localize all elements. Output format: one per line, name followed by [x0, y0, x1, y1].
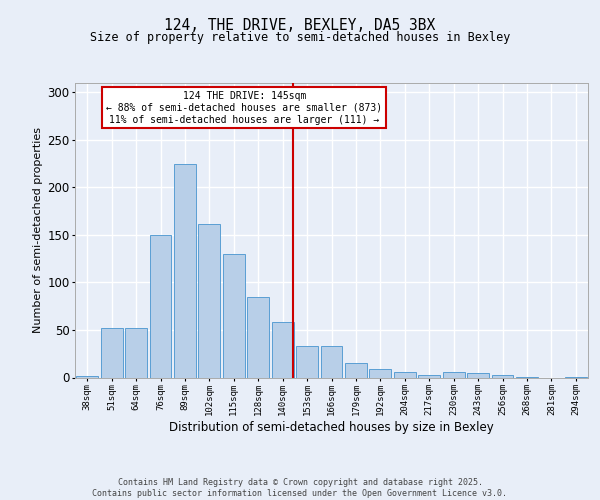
Bar	[418, 374, 440, 378]
Bar	[565, 376, 587, 378]
Bar	[272, 322, 293, 378]
Bar	[296, 346, 318, 378]
Bar	[149, 235, 172, 378]
Bar	[320, 346, 343, 378]
Bar	[370, 369, 391, 378]
Bar	[394, 372, 416, 378]
Bar	[247, 296, 269, 378]
Bar	[223, 254, 245, 378]
Bar	[345, 363, 367, 378]
Text: Contains HM Land Registry data © Crown copyright and database right 2025.
Contai: Contains HM Land Registry data © Crown c…	[92, 478, 508, 498]
Y-axis label: Number of semi-detached properties: Number of semi-detached properties	[33, 127, 43, 333]
Bar	[199, 224, 220, 378]
Bar	[491, 374, 514, 378]
Bar	[174, 164, 196, 378]
Text: 124 THE DRIVE: 145sqm
← 88% of semi-detached houses are smaller (873)
11% of sem: 124 THE DRIVE: 145sqm ← 88% of semi-deta…	[106, 92, 382, 124]
Text: Size of property relative to semi-detached houses in Bexley: Size of property relative to semi-detach…	[90, 31, 510, 44]
Bar	[467, 372, 489, 378]
Bar	[101, 328, 122, 378]
Bar	[125, 328, 147, 378]
Bar	[516, 376, 538, 378]
Bar	[443, 372, 464, 378]
Text: 124, THE DRIVE, BEXLEY, DA5 3BX: 124, THE DRIVE, BEXLEY, DA5 3BX	[164, 18, 436, 32]
Bar	[76, 376, 98, 378]
X-axis label: Distribution of semi-detached houses by size in Bexley: Distribution of semi-detached houses by …	[169, 421, 494, 434]
